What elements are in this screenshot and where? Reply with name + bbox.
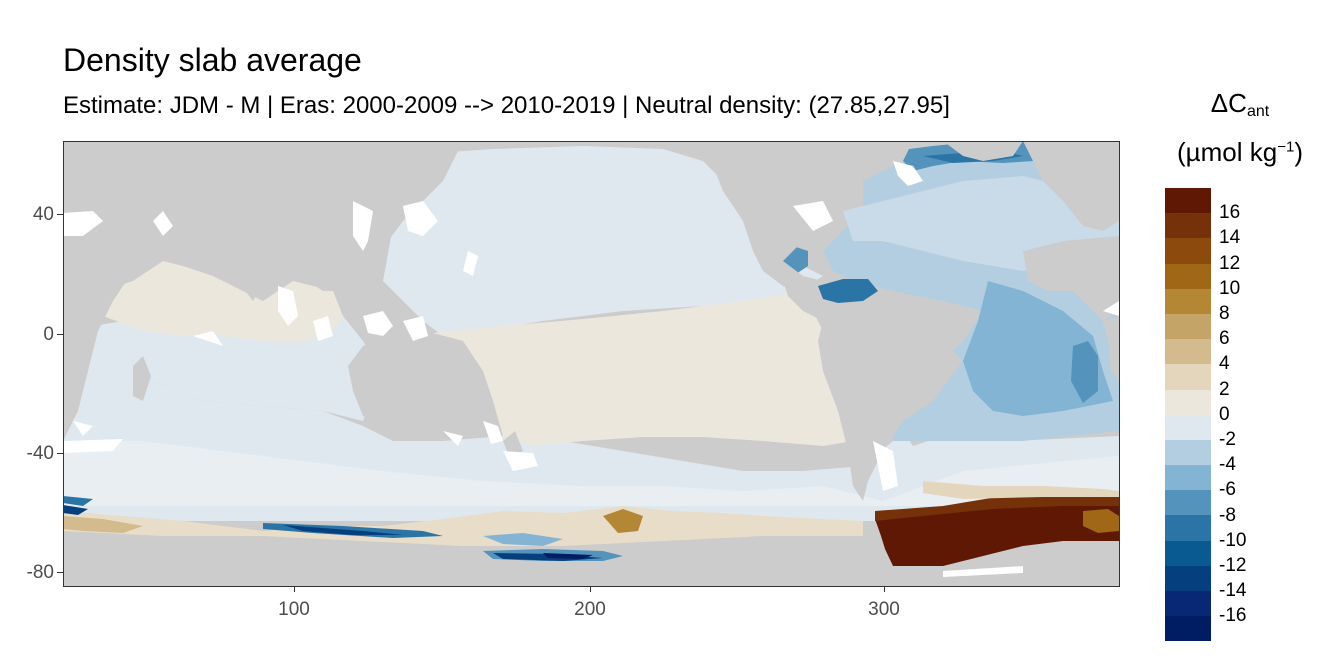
legend-colorbar: [1165, 188, 1211, 642]
legend-swatch: [1165, 364, 1211, 390]
legend-swatch: [1165, 414, 1211, 440]
legend-swatch: [1165, 389, 1211, 415]
legend-label: 14: [1219, 227, 1241, 249]
legend-symbol: ΔC: [1210, 88, 1247, 118]
x-tick-label: 200: [574, 599, 606, 620]
x-tick-mark: [884, 586, 885, 592]
legend-swatch: [1165, 465, 1211, 491]
legend-subscript: ant: [1246, 103, 1270, 121]
x-tick-mark: [294, 586, 295, 592]
plot-title: Density slab average: [63, 42, 362, 78]
plot-subtitle: Estimate: JDM - M | Eras: 2000-2009 --> …: [63, 92, 950, 119]
x-tick-label: 100: [278, 599, 310, 620]
legend-label: -2: [1219, 429, 1236, 450]
legend-swatch: [1165, 565, 1211, 591]
legend-label: 2: [1219, 378, 1230, 400]
legend-swatch: [1165, 515, 1211, 541]
legend-label: 8: [1219, 303, 1230, 324]
legend-label: -8: [1219, 504, 1236, 526]
y-tick-label: 0: [43, 324, 54, 345]
ocean-field: [63, 141, 1119, 566]
y-tick-label: -80: [26, 562, 54, 583]
legend-label: 10: [1219, 277, 1241, 299]
y-tick-mark: [57, 572, 63, 573]
missing-data-patches: [63, 161, 1119, 577]
legend-label: -14: [1219, 580, 1247, 602]
legend-label: -12: [1219, 555, 1247, 576]
legend-label: -6: [1219, 479, 1236, 501]
legend-swatch: [1165, 591, 1211, 617]
x-tick-label: 300: [868, 599, 900, 620]
legend-swatch: [1165, 490, 1211, 516]
legend-swatch: [1165, 263, 1211, 289]
legend-swatch: [1165, 213, 1211, 239]
legend-unit-main: (µmol kg: [1177, 137, 1278, 167]
legend-swatch: [1165, 616, 1211, 642]
legend-swatch: [1165, 188, 1211, 214]
y-tick-mark: [57, 334, 63, 335]
legend-unit-exponent: −1: [1277, 138, 1295, 156]
y-tick-label: 40: [32, 204, 54, 225]
legend-label: 4: [1219, 353, 1230, 375]
land-masses: [63, 141, 1119, 586]
y-tick-label: -40: [26, 443, 54, 464]
legend-label: -16: [1219, 605, 1247, 627]
legend-title: ΔCant: [1150, 88, 1330, 121]
legend-label: 16: [1219, 202, 1241, 224]
legend-label: 6: [1219, 328, 1230, 350]
legend-swatch: [1165, 313, 1211, 340]
legend-swatch: [1165, 238, 1211, 264]
x-tick-mark: [590, 586, 591, 592]
ocean-map: [63, 141, 1119, 586]
y-tick-mark: [57, 453, 63, 454]
legend-swatch: [1165, 540, 1211, 566]
legend-swatch: [1165, 439, 1211, 466]
legend-label: -10: [1219, 529, 1247, 551]
legend-unit: (µmol kg−1): [1150, 137, 1330, 168]
legend-label: -4: [1219, 454, 1236, 476]
legend-label: 0: [1219, 403, 1230, 425]
legend-swatch: [1165, 288, 1211, 314]
legend-label: 12: [1219, 252, 1241, 274]
legend-unit-close: ): [1294, 137, 1303, 167]
map-panel: [63, 141, 1119, 586]
y-tick-mark: [57, 214, 63, 215]
legend-swatch: [1165, 339, 1211, 365]
